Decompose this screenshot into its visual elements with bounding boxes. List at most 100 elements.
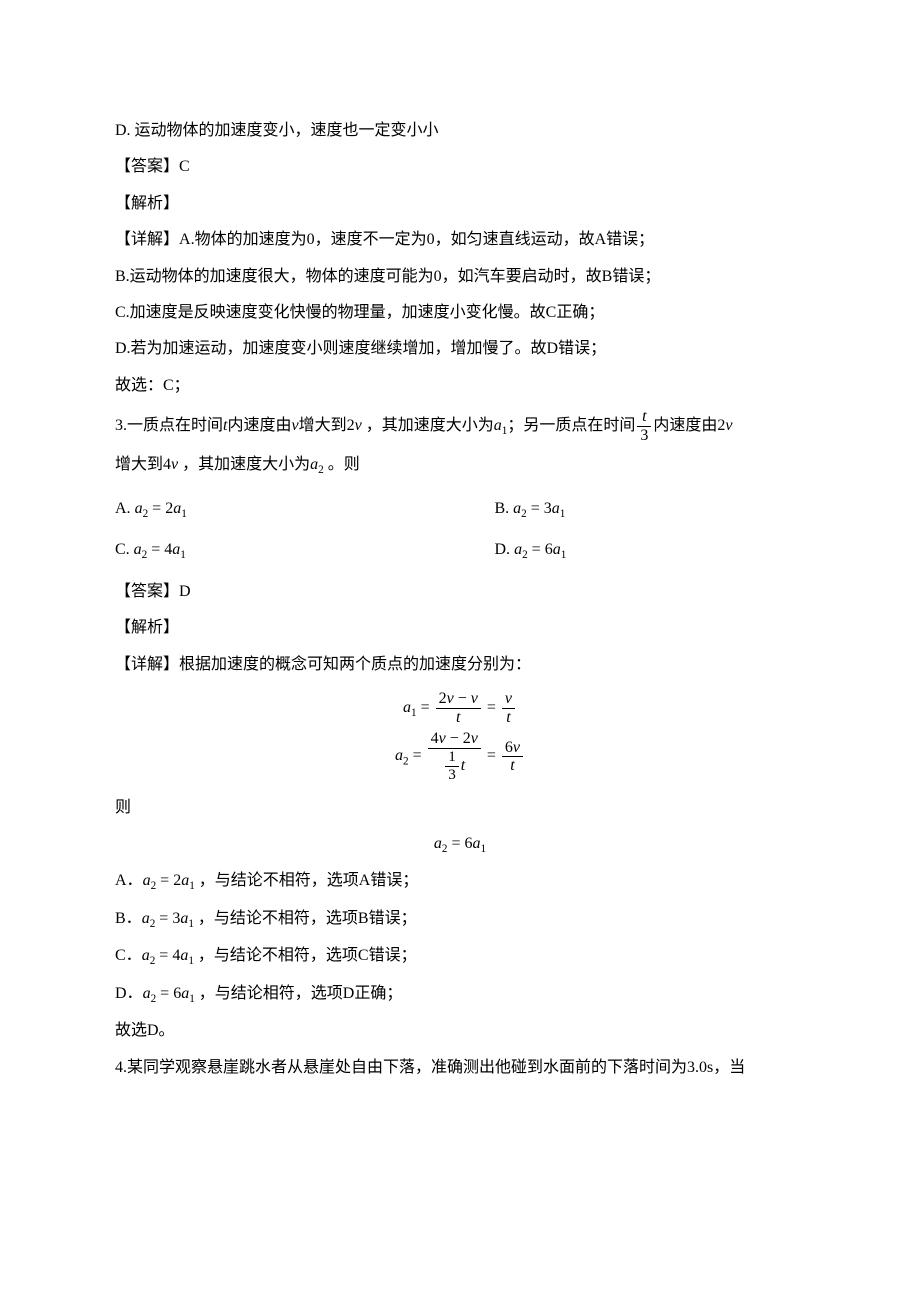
var-v3: v bbox=[725, 417, 732, 434]
q2-answer: C bbox=[179, 158, 190, 175]
a2-c: a bbox=[134, 541, 142, 558]
a2-d: a bbox=[514, 541, 522, 558]
q3-exp-intro: 【详解】根据加速度的概念可知两个质点的加速度分别为： bbox=[115, 650, 805, 680]
q3-final: 故选D。 bbox=[115, 1016, 805, 1046]
q3-stem-g: 增大到 bbox=[115, 456, 163, 473]
a2-b: a bbox=[513, 500, 521, 517]
q3-jiexi-label: 【解析】 bbox=[115, 613, 805, 643]
q3-equation-block: a1 = 2v − vt = vt a2 = 4v − 2v 13t = 6vt bbox=[115, 690, 805, 783]
a1-d: a bbox=[553, 541, 561, 558]
q3-answer: D bbox=[179, 583, 191, 600]
xiangjie-label: 【详解】 bbox=[115, 656, 179, 673]
expA-pre: A． bbox=[115, 872, 143, 889]
answer-label: 【答案】 bbox=[115, 158, 179, 175]
two: 2 bbox=[347, 417, 355, 434]
q3-exp-a: A．a2 = 2a1 ，与结论不相符，选项A错误； bbox=[115, 866, 805, 897]
ec-eq: = bbox=[155, 947, 172, 964]
frac-eq1-l: 2v − vt bbox=[436, 690, 481, 726]
expD-tail: ，与结论相符，选项D正确； bbox=[195, 985, 403, 1002]
xiangjie-label: 【详解】 bbox=[115, 231, 179, 248]
sub1-a: 1 bbox=[181, 508, 187, 520]
optC-label: C. bbox=[115, 541, 134, 558]
q3-exp-c: C．a2 = 4a1 ，与结论不相符，选项C错误； bbox=[115, 941, 805, 972]
q3-option-b: B. a2 = 3a1 bbox=[495, 494, 806, 525]
var-a1: a bbox=[494, 417, 502, 434]
eq1-den: t bbox=[436, 709, 481, 727]
expB-pre: B． bbox=[115, 910, 142, 927]
q2-exp-b: B.运动物体的加速度很大，物体的速度可能为0，如汽车要启动时，故B错误； bbox=[115, 262, 805, 292]
frac-eq1-r: vt bbox=[502, 690, 515, 726]
q3-stem-h: ，其加速度大小为 bbox=[178, 456, 310, 473]
q2-exp-c: C.加速度是反映速度变化快慢的物理量，加速度小变化慢。故C正确； bbox=[115, 298, 805, 328]
q2-jiexi-label: 【解析】 bbox=[115, 189, 805, 219]
concl-a1: a bbox=[473, 835, 481, 852]
q4-stem: 4.某同学观察悬崖跳水者从悬崖处自由下落，准确测出他碰到水面前的下落时间为3.0… bbox=[115, 1053, 805, 1083]
q3-stem-i: 。则 bbox=[324, 456, 360, 473]
ed-k: 6 bbox=[173, 985, 181, 1002]
eq-a2: a2 = 4v − 2v 13t = 6vt bbox=[115, 730, 805, 783]
q3-num: 3. bbox=[115, 417, 127, 434]
eq2-den-num: 1 bbox=[445, 749, 459, 767]
q2-answer-line: 【答案】C bbox=[115, 152, 805, 182]
a2-a: a bbox=[135, 500, 143, 517]
var-v2: v bbox=[355, 417, 362, 434]
ea-k: 2 bbox=[173, 872, 181, 889]
q3-exp-b: B．a2 = 3a1 ，与结论不相符，选项B错误； bbox=[115, 904, 805, 935]
k3-b: 3 bbox=[544, 500, 552, 517]
concl-a2: a bbox=[434, 835, 442, 852]
expB-tail: ，与结论不相符，选项B错误； bbox=[194, 910, 417, 927]
optD-label: D. bbox=[495, 541, 515, 558]
frac-t-3: t3 bbox=[637, 408, 651, 444]
eq-a1: a1 = 2v − vt = vt bbox=[115, 690, 805, 726]
sub1-c: 1 bbox=[180, 550, 186, 562]
answer-label: 【答案】 bbox=[115, 583, 179, 600]
ea-eq: = bbox=[156, 872, 173, 889]
expC-tail: ，与结论不相符，选项C错误； bbox=[194, 947, 417, 964]
sub2-eq: 2 bbox=[403, 756, 409, 768]
frac-eq2-r: 6vt bbox=[502, 739, 523, 775]
q2-exp-a: 【详解】A.物体的加速度为0，速度不一定为0，如匀速直线运动，故A错误； bbox=[115, 225, 805, 255]
eq-a: = bbox=[148, 500, 165, 517]
q3-answer-line: 【答案】D bbox=[115, 577, 805, 607]
k6-d: 6 bbox=[545, 541, 553, 558]
eq2-num: 4v − 2v bbox=[428, 730, 481, 749]
eq2-r-den: t bbox=[502, 757, 523, 775]
var-v: v bbox=[291, 417, 298, 434]
frac-num: t bbox=[637, 408, 651, 427]
q3-stem-e: ；另一质点在时间 bbox=[507, 417, 635, 434]
concl-eq: = 6 bbox=[447, 835, 472, 852]
q3-ze: 则 bbox=[115, 793, 805, 823]
expA-tail: ，与结论不相符，选项A错误； bbox=[195, 872, 419, 889]
expD-pre: D． bbox=[115, 985, 143, 1002]
eq2-den: 13t bbox=[428, 749, 481, 783]
q3-stem-c: 增大到 bbox=[299, 417, 347, 434]
eq1-r-den: t bbox=[502, 709, 515, 727]
q3-stem-a: 一质点在时间 bbox=[127, 417, 223, 434]
eq-d: = bbox=[528, 541, 545, 558]
q3-exp-intro-text: 根据加速度的概念可知两个质点的加速度分别为： bbox=[179, 656, 531, 673]
q3-option-a: A. a2 = 2a1 bbox=[115, 494, 495, 525]
q3-conclusion-eq: a2 = 6a1 bbox=[115, 834, 805, 857]
expC-pre: C． bbox=[115, 947, 142, 964]
q3-stem-f: 内速度由 bbox=[653, 417, 717, 434]
q3-option-c: C. a2 = 4a1 bbox=[115, 535, 495, 566]
q2-option-d: D. 运动物体的加速度变小，速度也一定变小小 bbox=[115, 116, 805, 146]
sub1-d: 1 bbox=[561, 550, 567, 562]
sub1-eq: 1 bbox=[411, 707, 417, 719]
q2-exp-d: D.若为加速运动，加速度变小则速度继续增加，增加慢了。故D错误； bbox=[115, 334, 805, 364]
eq-c: = bbox=[147, 541, 164, 558]
eq2-den-tail: t bbox=[461, 757, 465, 774]
concl-sub1: 1 bbox=[481, 843, 487, 855]
q3-options-row1: A. a2 = 2a1 B. a2 = 3a1 bbox=[115, 494, 805, 525]
four: 4 bbox=[163, 456, 171, 473]
q3-stem: 3.一质点在时间t内速度由v增大到2v ，其加速度大小为a1；另一质点在时间t3… bbox=[115, 407, 805, 484]
a1-b: a bbox=[552, 500, 560, 517]
eq2-r-num: 6v bbox=[502, 739, 523, 758]
eq1-r-num: v bbox=[502, 690, 515, 709]
eq-b: = bbox=[527, 500, 544, 517]
q3-stem-d: ，其加速度大小为 bbox=[362, 417, 494, 434]
eq1-num: 2v − v bbox=[436, 690, 481, 709]
eq2-den-den: 3 bbox=[445, 767, 459, 784]
q2-exp-a-text: A.物体的加速度为0，速度不一定为0，如匀速直线运动，故A错误； bbox=[179, 231, 654, 248]
q4-stem-text: 某同学观察悬崖跳水者从悬崖处自由下落，准确测出他碰到水面前的下落时间为3.0s，… bbox=[127, 1059, 745, 1076]
